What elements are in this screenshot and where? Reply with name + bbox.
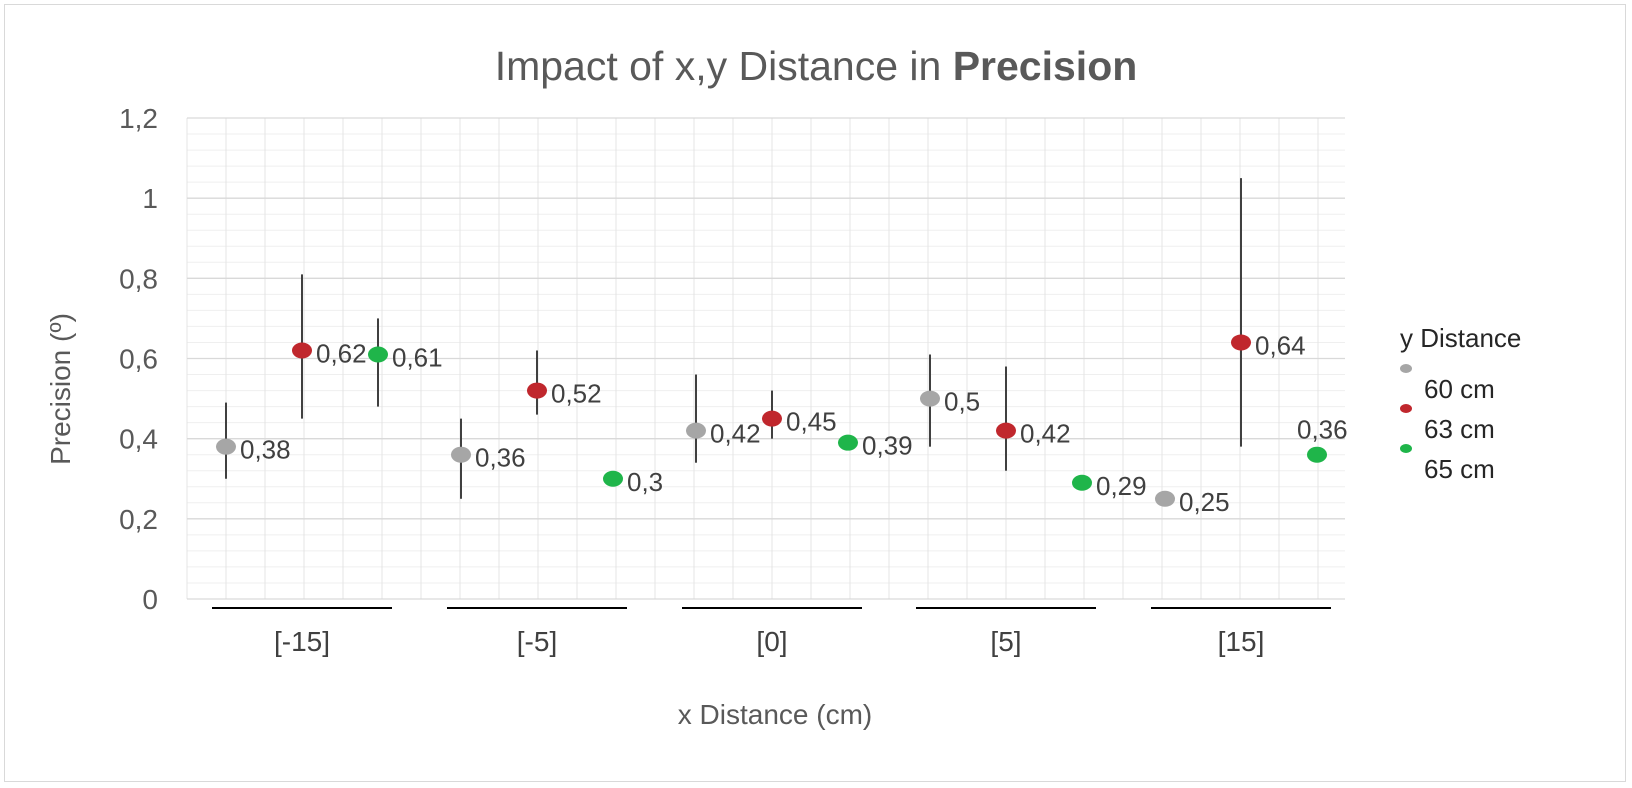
legend-label-60cm: 60 cm: [1424, 374, 1495, 404]
legend-label-65cm: 65 cm: [1424, 454, 1495, 484]
chart-title-text: Impact of x,y Distance in: [494, 43, 953, 89]
chart-title: Impact of x,y Distance in Precision: [5, 43, 1627, 90]
legend-item-60cm: 60 cm: [1400, 356, 1620, 404]
data-label: 0,61: [392, 342, 443, 372]
data-point: [838, 434, 858, 451]
data-point: [1307, 446, 1327, 463]
data-point: [1155, 490, 1175, 507]
x-tick-label: [-5]: [517, 626, 557, 657]
data-point: [527, 382, 547, 399]
y-tick-label: 0: [142, 584, 158, 615]
data-label: 0,36: [1297, 415, 1348, 445]
legend-marker-63cm: [1400, 404, 1412, 413]
data-point: [762, 410, 782, 427]
data-point: [368, 346, 388, 363]
legend-item-65cm: 65 cm: [1400, 436, 1620, 484]
data-point: [603, 470, 623, 487]
y-tick-label: 1: [142, 183, 158, 214]
data-point: [216, 438, 236, 455]
data-label: 0,5: [944, 387, 980, 417]
data-point: [686, 422, 706, 439]
legend: y Distance 60 cm 63 cm 65 cm: [1400, 323, 1620, 484]
x-tick-label: [-15]: [274, 626, 330, 657]
legend-label-63cm: 63 cm: [1424, 414, 1495, 444]
x-tick-label: [0]: [756, 626, 787, 657]
data-label: 0,39: [862, 431, 913, 461]
data-point: [1072, 474, 1092, 491]
data-label: 0,45: [786, 407, 837, 437]
data-label: 0,29: [1096, 471, 1147, 501]
data-label: 0,3: [627, 467, 663, 497]
data-label: 0,36: [475, 443, 526, 473]
data-label: 0,25: [1179, 487, 1230, 517]
data-point: [292, 342, 312, 359]
legend-marker-60cm: [1400, 364, 1412, 373]
data-label: 0,52: [551, 379, 602, 409]
data-label: 0,42: [710, 419, 761, 449]
data-point: [1231, 334, 1251, 351]
legend-marker-65cm: [1400, 444, 1412, 453]
y-tick-label: 0,2: [119, 504, 158, 535]
data-point: [996, 422, 1016, 439]
y-tick-label: 0,4: [119, 424, 158, 455]
x-axis-label: x Distance (cm): [677, 699, 873, 730]
data-label: 0,64: [1255, 330, 1306, 360]
data-label: 0,62: [316, 338, 367, 368]
data-point: [451, 446, 471, 463]
x-tick-label: [15]: [1218, 626, 1265, 657]
chart-title-bold: Precision: [952, 43, 1138, 89]
y-tick-label: 0,8: [119, 263, 158, 294]
y-tick-label: 1,2: [119, 103, 158, 134]
x-tick-label: [5]: [990, 626, 1021, 657]
data-label: 0,42: [1020, 419, 1071, 449]
data-label: 0,38: [240, 435, 291, 465]
legend-item-63cm: 63 cm: [1400, 396, 1620, 444]
data-point: [920, 390, 940, 407]
legend-title: y Distance: [1400, 323, 1522, 353]
y-tick-label: 0,6: [119, 344, 158, 375]
